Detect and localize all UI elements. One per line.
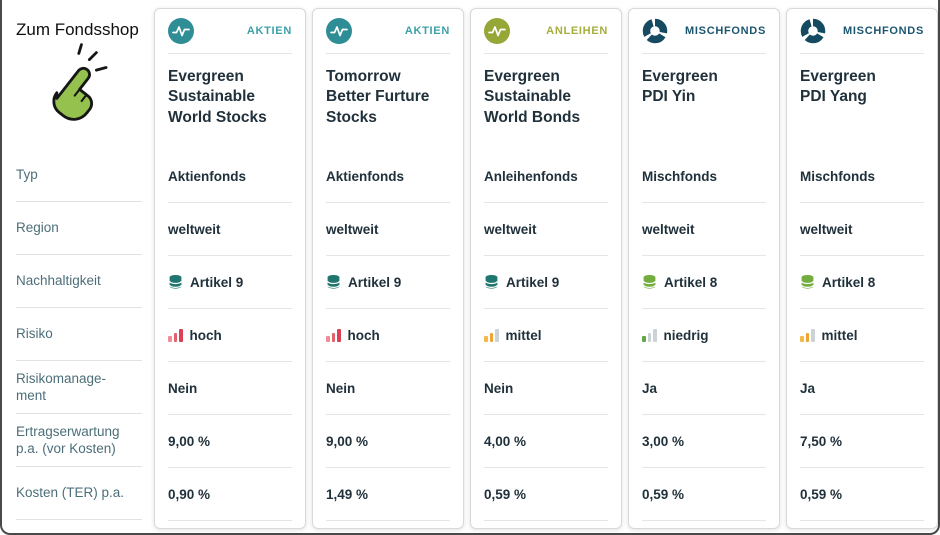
kosten-value: 0,59 % bbox=[800, 468, 924, 521]
database-icon bbox=[800, 274, 815, 290]
value-text: Artikel 8 bbox=[664, 274, 718, 290]
sidebar-top: Zum Fondsshop bbox=[16, 12, 142, 149]
ertrag-value: 7,50 % bbox=[800, 415, 924, 468]
ertrag-value: 9,00 % bbox=[326, 415, 450, 468]
fund-card-evergreen-pdi-yin: MISCHFONDS Evergreen PDI Yin Mischfonds … bbox=[628, 8, 780, 529]
kosten-value: 1,49 % bbox=[326, 468, 450, 521]
value-text: Artikel 9 bbox=[348, 274, 402, 290]
risk-bars-icon bbox=[800, 328, 815, 342]
value-text: hoch bbox=[189, 327, 222, 343]
nachhaltigkeit-value: Artikel 9 bbox=[484, 256, 608, 309]
risiko-value: mittel bbox=[484, 309, 608, 362]
row-label-ertragserwartung: Ertragserwartung p.a. (vor Kosten) bbox=[16, 414, 142, 467]
value-text: niedrig bbox=[663, 327, 709, 343]
fund-card-header: AKTIEN bbox=[326, 9, 450, 54]
fund-title: Evergreen Sustainable World Bonds bbox=[484, 68, 581, 126]
region-value: weltweit bbox=[326, 203, 450, 256]
risikomanagement-value: Nein bbox=[168, 362, 292, 415]
risikomanagement-value: Nein bbox=[484, 362, 608, 415]
fund-card-evergreen-world-stocks: AKTIEN Evergreen Sustainable World Stock… bbox=[154, 8, 306, 529]
click-hand-icon bbox=[24, 42, 116, 130]
region-value: weltweit bbox=[168, 203, 292, 256]
risk-bars-icon bbox=[642, 328, 657, 342]
region-value: weltweit bbox=[642, 203, 766, 256]
category-label: AKTIEN bbox=[404, 25, 450, 37]
fund-card-tomorrow-better-stocks: AKTIEN Tomorrow Better Furture Stocks Ak… bbox=[312, 8, 464, 529]
fund-card-header: AKTIEN bbox=[168, 9, 292, 54]
fund-card-header: MISCHFONDS bbox=[642, 9, 766, 54]
risiko-value: hoch bbox=[326, 309, 450, 362]
donut-chart-icon bbox=[642, 18, 668, 44]
row-label-risiko: Risiko bbox=[16, 308, 142, 361]
kosten-value: 0,90 % bbox=[168, 468, 292, 521]
kosten-value: 0,59 % bbox=[642, 468, 766, 521]
nachhaltigkeit-value: Artikel 9 bbox=[326, 256, 450, 309]
risk-bars-icon bbox=[484, 328, 499, 342]
typ-value: Mischfonds bbox=[800, 150, 924, 203]
database-icon bbox=[326, 274, 341, 290]
category-label: AKTIEN bbox=[246, 25, 292, 37]
fund-card-evergreen-pdi-yang: MISCHFONDS Evergreen PDI Yang Mischfonds… bbox=[786, 8, 938, 529]
database-icon bbox=[642, 274, 657, 290]
fund-card-header: ANLEIHEN bbox=[484, 9, 608, 54]
database-icon bbox=[168, 274, 183, 290]
fund-title: Evergreen Sustainable World Stocks bbox=[168, 68, 267, 126]
line-chart-icon bbox=[168, 18, 194, 44]
nachhaltigkeit-value: Artikel 8 bbox=[800, 256, 924, 309]
row-label-region: Region bbox=[16, 202, 142, 255]
ertrag-value: 9,00 % bbox=[168, 415, 292, 468]
value-text: Artikel 8 bbox=[822, 274, 876, 290]
line-chart-icon bbox=[326, 18, 352, 44]
line-chart-icon bbox=[484, 18, 510, 44]
fund-card-evergreen-world-bonds: ANLEIHEN Evergreen Sustainable World Bon… bbox=[470, 8, 622, 529]
region-value: weltweit bbox=[800, 203, 924, 256]
value-text: Artikel 9 bbox=[506, 274, 560, 290]
typ-value: Anleihenfonds bbox=[484, 150, 608, 203]
risiko-value: hoch bbox=[168, 309, 292, 362]
donut-chart-icon bbox=[800, 18, 826, 44]
kosten-value: 0,59 % bbox=[484, 468, 608, 521]
row-label-nachhaltigkeit: Nachhaltigkeit bbox=[16, 255, 142, 308]
risikomanagement-value: Ja bbox=[800, 362, 924, 415]
fund-title: Evergreen PDI Yin bbox=[642, 68, 718, 106]
ertrag-value: 4,00 % bbox=[484, 415, 608, 468]
ertrag-value: 3,00 % bbox=[642, 415, 766, 468]
nachhaltigkeit-value: Artikel 8 bbox=[642, 256, 766, 309]
risk-bars-icon bbox=[168, 328, 183, 342]
row-label-kosten: Kosten (TER) p.a. bbox=[16, 467, 142, 520]
value-text: Artikel 9 bbox=[190, 274, 244, 290]
risiko-value: niedrig bbox=[642, 309, 766, 362]
region-value: weltweit bbox=[484, 203, 608, 256]
fund-title: Tomorrow Better Furture Stocks bbox=[326, 68, 430, 126]
value-text: mittel bbox=[505, 327, 542, 343]
value-text: mittel bbox=[821, 327, 858, 343]
typ-value: Aktienfonds bbox=[168, 150, 292, 203]
fondsshop-link[interactable]: Zum Fondsshop bbox=[16, 20, 139, 39]
category-label: ANLEIHEN bbox=[546, 25, 608, 37]
fund-title: Evergreen PDI Yang bbox=[800, 68, 876, 106]
risikomanagement-value: Ja bbox=[642, 362, 766, 415]
fund-card-header: MISCHFONDS bbox=[800, 9, 924, 54]
category-label: MISCHFONDS bbox=[843, 25, 924, 37]
typ-value: Aktienfonds bbox=[326, 150, 450, 203]
category-label: MISCHFONDS bbox=[685, 25, 766, 37]
database-icon bbox=[484, 274, 499, 290]
row-label-typ: Typ bbox=[16, 149, 142, 202]
risk-bars-icon bbox=[326, 328, 341, 342]
nachhaltigkeit-value: Artikel 9 bbox=[168, 256, 292, 309]
risiko-value: mittel bbox=[800, 309, 924, 362]
row-label-risikomanagement: Risikomanage- ment bbox=[16, 361, 142, 414]
risikomanagement-value: Nein bbox=[326, 362, 450, 415]
sidebar: Zum Fondsshop Typ Region Nachhaltigkeit bbox=[2, 8, 150, 533]
typ-value: Mischfonds bbox=[642, 150, 766, 203]
value-text: hoch bbox=[347, 327, 380, 343]
